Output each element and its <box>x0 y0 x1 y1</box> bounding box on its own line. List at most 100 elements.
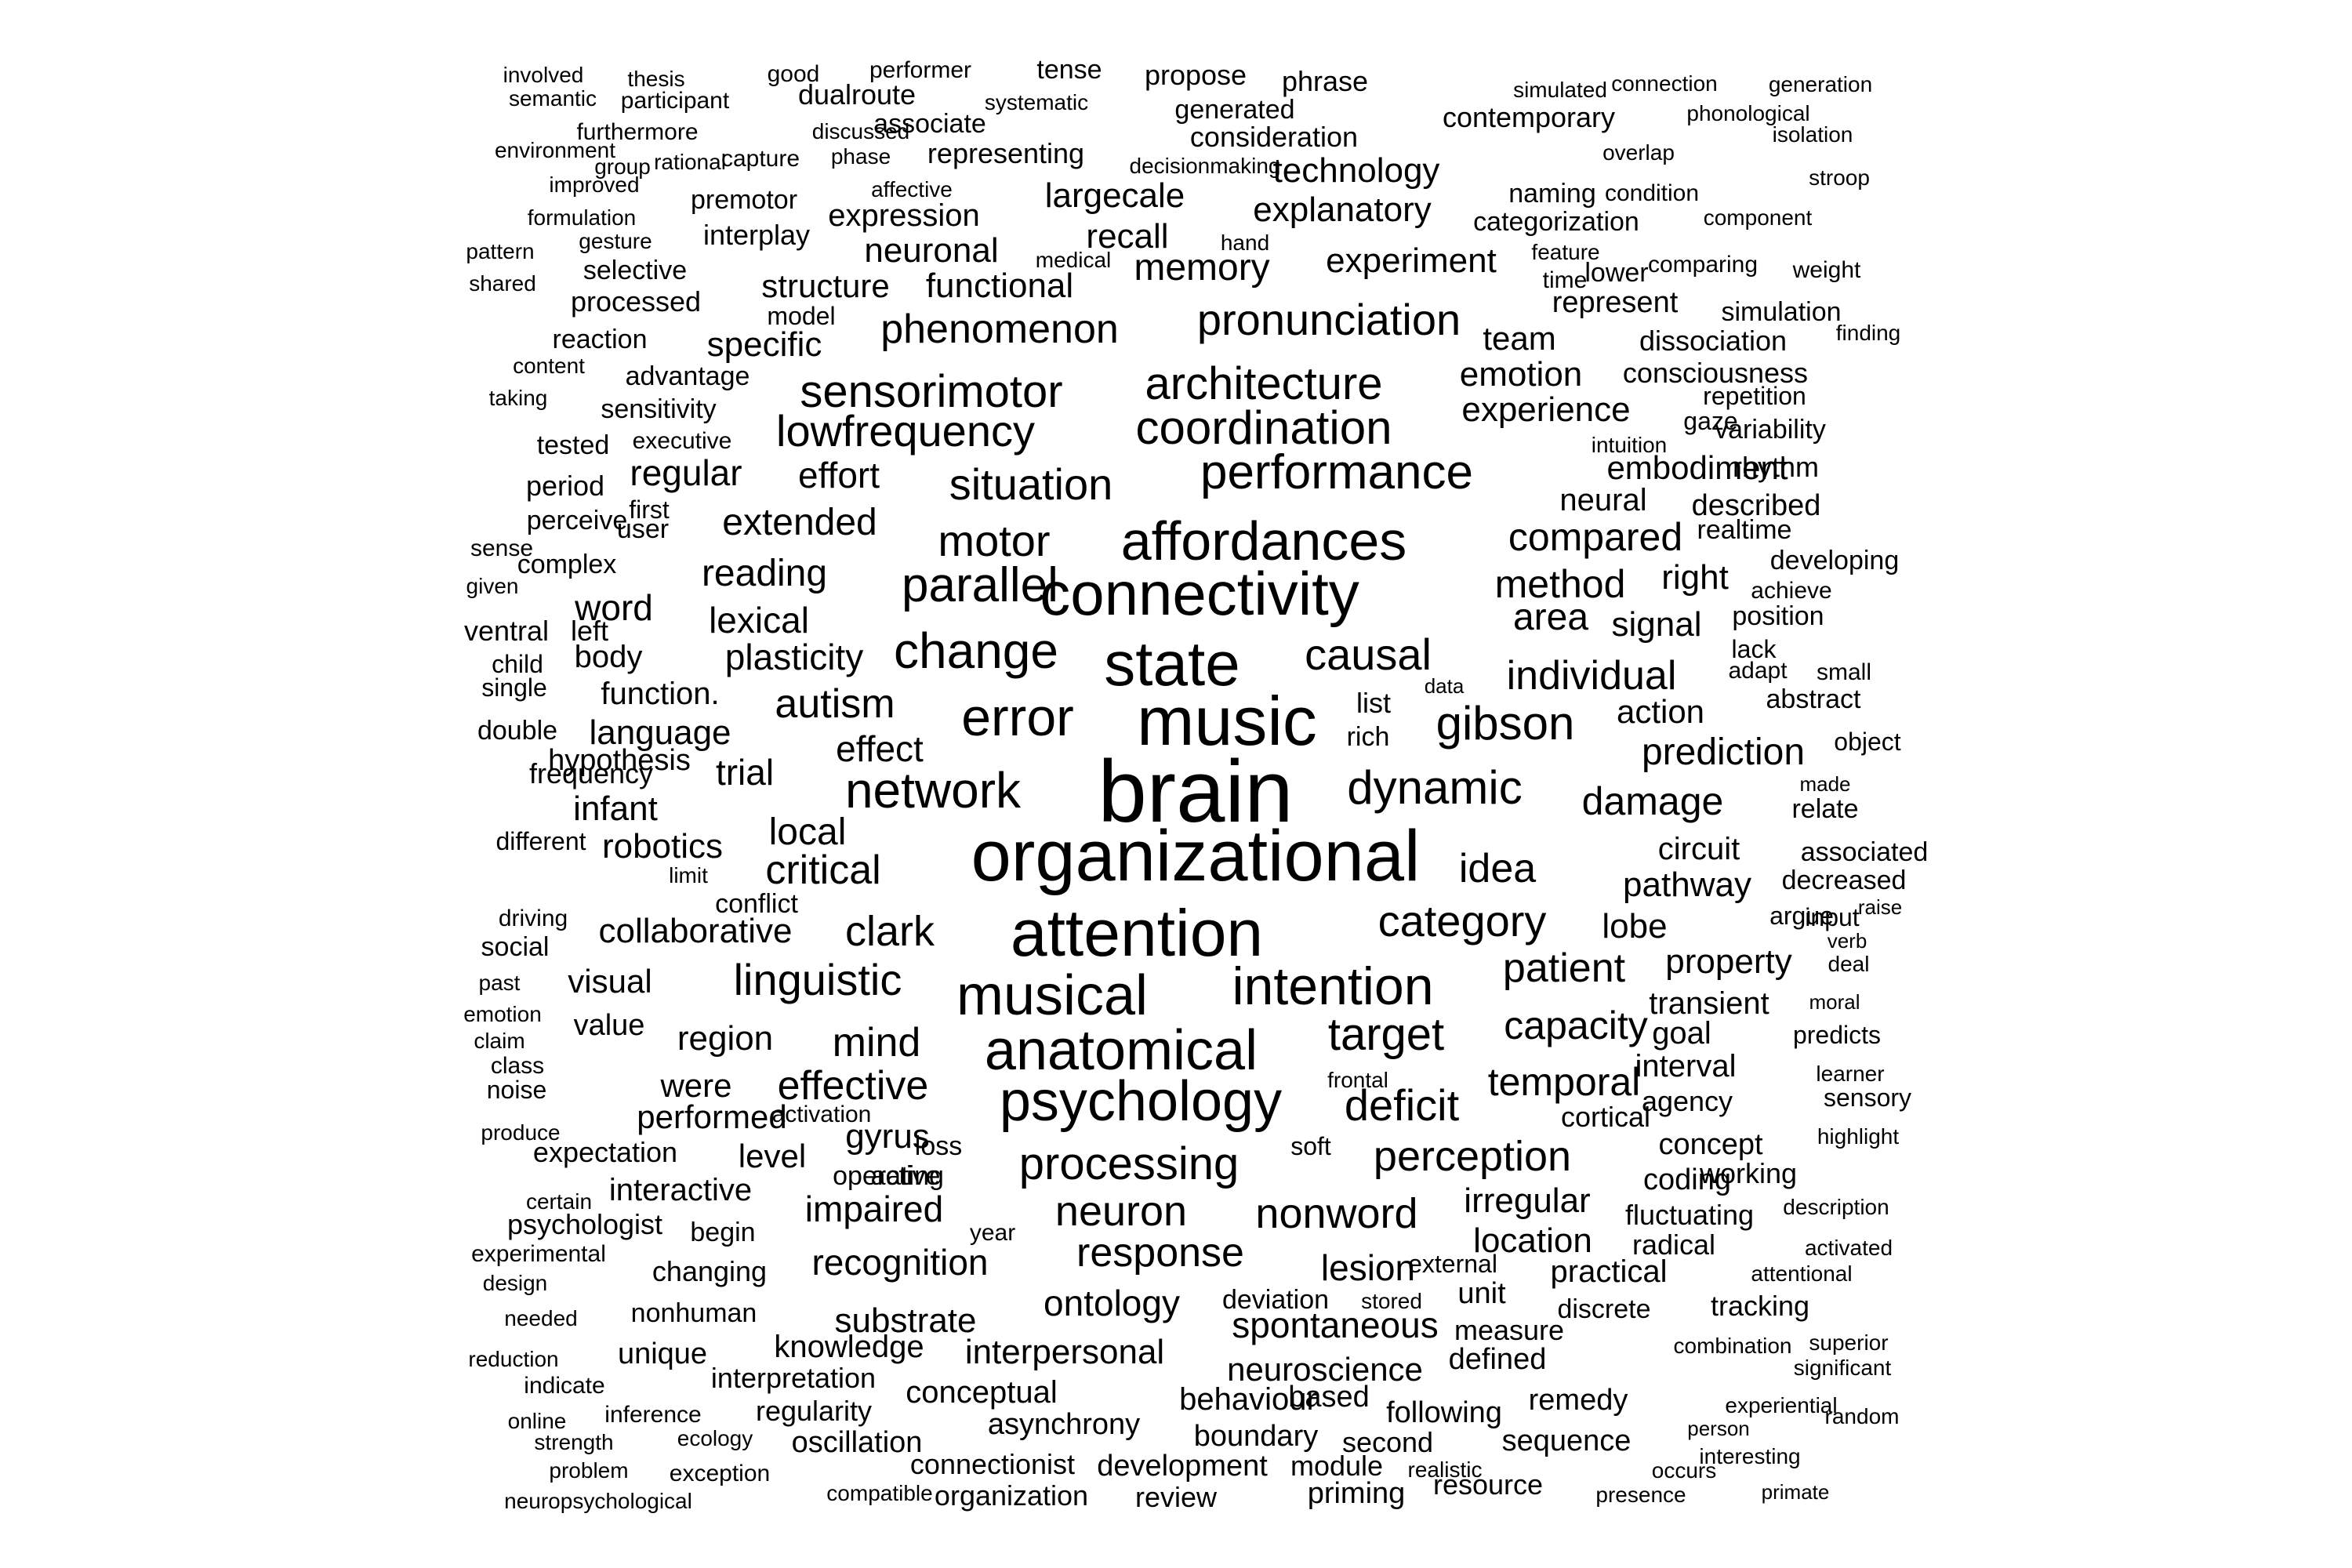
cloud-word: sequence <box>1501 1425 1632 1457</box>
cloud-word: agency <box>1641 1085 1733 1117</box>
cloud-word: associate <box>873 109 986 139</box>
cloud-word: compatible <box>826 1481 933 1505</box>
cloud-word: effective <box>777 1063 929 1109</box>
cloud-word: signal <box>1611 605 1702 644</box>
cloud-word: social <box>481 932 550 962</box>
cloud-word: reaction <box>552 325 648 354</box>
cloud-word: following <box>1386 1396 1502 1429</box>
cloud-word: raise <box>1857 895 1903 919</box>
cloud-word: begin <box>690 1218 756 1247</box>
cloud-word: frontal <box>1327 1068 1388 1092</box>
cloud-word: group <box>594 154 651 179</box>
cloud-word: small <box>1816 659 1872 685</box>
cloud-word: causal <box>1305 630 1432 679</box>
cloud-word: coding <box>1643 1163 1731 1196</box>
cloud-word: represent <box>1552 286 1679 319</box>
cloud-word: substrate <box>834 1301 977 1340</box>
cloud-word: contemporary <box>1442 101 1616 133</box>
cloud-word: regularity <box>755 1395 873 1427</box>
cloud-word: level <box>738 1138 807 1174</box>
cloud-word: systematic <box>984 90 1089 114</box>
cloud-word: transient <box>1649 986 1769 1021</box>
cloud-word: trial <box>715 752 775 793</box>
cloud-word: measure <box>1454 1314 1565 1346</box>
cloud-word: error <box>961 688 1074 747</box>
cloud-word: target <box>1327 1009 1445 1060</box>
cloud-word: past <box>478 971 521 995</box>
cloud-word: hypothesis <box>548 744 691 777</box>
cloud-word: connectivity <box>1040 559 1359 628</box>
cloud-word: network <box>844 762 1022 818</box>
cloud-word: associated <box>1800 837 1929 867</box>
cloud-word: ecology <box>677 1426 753 1450</box>
cloud-word: capacity <box>1504 1004 1648 1047</box>
cloud-word: lack <box>1731 635 1777 663</box>
cloud-word: external <box>1408 1250 1497 1278</box>
cloud-word: unit <box>1457 1277 1506 1310</box>
cloud-word: language <box>589 713 731 752</box>
cloud-word: pattern <box>466 239 535 263</box>
cloud-word: phonological <box>1686 101 1810 125</box>
cloud-word: brain <box>1098 742 1294 840</box>
cloud-word: embodiment <box>1606 449 1788 486</box>
cloud-word: clark <box>844 908 935 955</box>
cloud-word: activation <box>771 1102 872 1127</box>
cloud-word: data <box>1424 674 1465 698</box>
cloud-word: propose <box>1144 59 1247 91</box>
cloud-word: noise <box>486 1076 547 1104</box>
cloud-word: concept <box>1658 1128 1763 1161</box>
cloud-word: expression <box>828 198 980 233</box>
cloud-word: ventral <box>463 615 550 647</box>
cloud-word: resource <box>1432 1468 1544 1501</box>
cloud-word: organizational <box>971 816 1421 896</box>
cloud-word: formulation <box>527 205 637 230</box>
cloud-word: simulation <box>1721 297 1842 327</box>
cloud-word: input <box>1805 903 1860 931</box>
cloud-word: moral <box>1809 990 1860 1014</box>
cloud-word: function. <box>601 677 720 711</box>
cloud-word: emotion <box>1459 355 1583 394</box>
cloud-word: were <box>660 1067 732 1104</box>
cloud-word: priming <box>1307 1477 1406 1510</box>
cloud-word: location <box>1473 1221 1592 1260</box>
cloud-word: phase <box>830 144 891 169</box>
cloud-word: patient <box>1502 946 1626 991</box>
cloud-word: neural <box>1559 483 1647 517</box>
cloud-word: class <box>490 1053 545 1079</box>
cloud-word: superior <box>1809 1330 1889 1355</box>
cloud-word: thesis <box>627 67 685 91</box>
cloud-word: sense <box>470 535 534 561</box>
cloud-word: effort <box>798 455 880 495</box>
cloud-word: simulated <box>1513 78 1607 102</box>
cloud-word: body <box>574 640 643 674</box>
cloud-word: verb <box>1827 929 1867 953</box>
cloud-word: deviation <box>1221 1285 1330 1315</box>
cloud-word: changing <box>652 1255 768 1287</box>
cloud-word: double <box>477 716 558 746</box>
cloud-word: property <box>1665 942 1792 981</box>
cloud-word: asynchrony <box>987 1408 1141 1441</box>
cloud-word: affordances <box>1120 510 1407 572</box>
cloud-word: generated <box>1174 95 1295 125</box>
cloud-word: gyrus <box>845 1117 930 1156</box>
cloud-word: perceive <box>526 506 628 535</box>
cloud-word: recognition <box>811 1242 989 1283</box>
cloud-word: review <box>1134 1481 1218 1513</box>
cloud-word: action <box>1616 693 1705 730</box>
cloud-word: emotion <box>463 1002 542 1026</box>
cloud-word: sensitivity <box>601 394 717 424</box>
cloud-word: motor <box>938 516 1051 565</box>
cloud-word: dissociation <box>1639 325 1788 357</box>
cloud-word: cortical <box>1560 1101 1651 1133</box>
cloud-word: lower <box>1584 258 1649 288</box>
cloud-word: dynamic <box>1347 761 1523 814</box>
cloud-word: design <box>482 1271 548 1295</box>
cloud-word: pathway <box>1623 866 1751 904</box>
cloud-word: first <box>629 495 670 524</box>
cloud-word: phenomenon <box>880 307 1119 352</box>
cloud-word: sensory <box>1823 1083 1912 1112</box>
cloud-word: explanatory <box>1253 191 1432 229</box>
cloud-word: driving <box>498 906 568 931</box>
cloud-word: loss <box>914 1131 963 1161</box>
cloud-word: extended <box>722 502 877 543</box>
